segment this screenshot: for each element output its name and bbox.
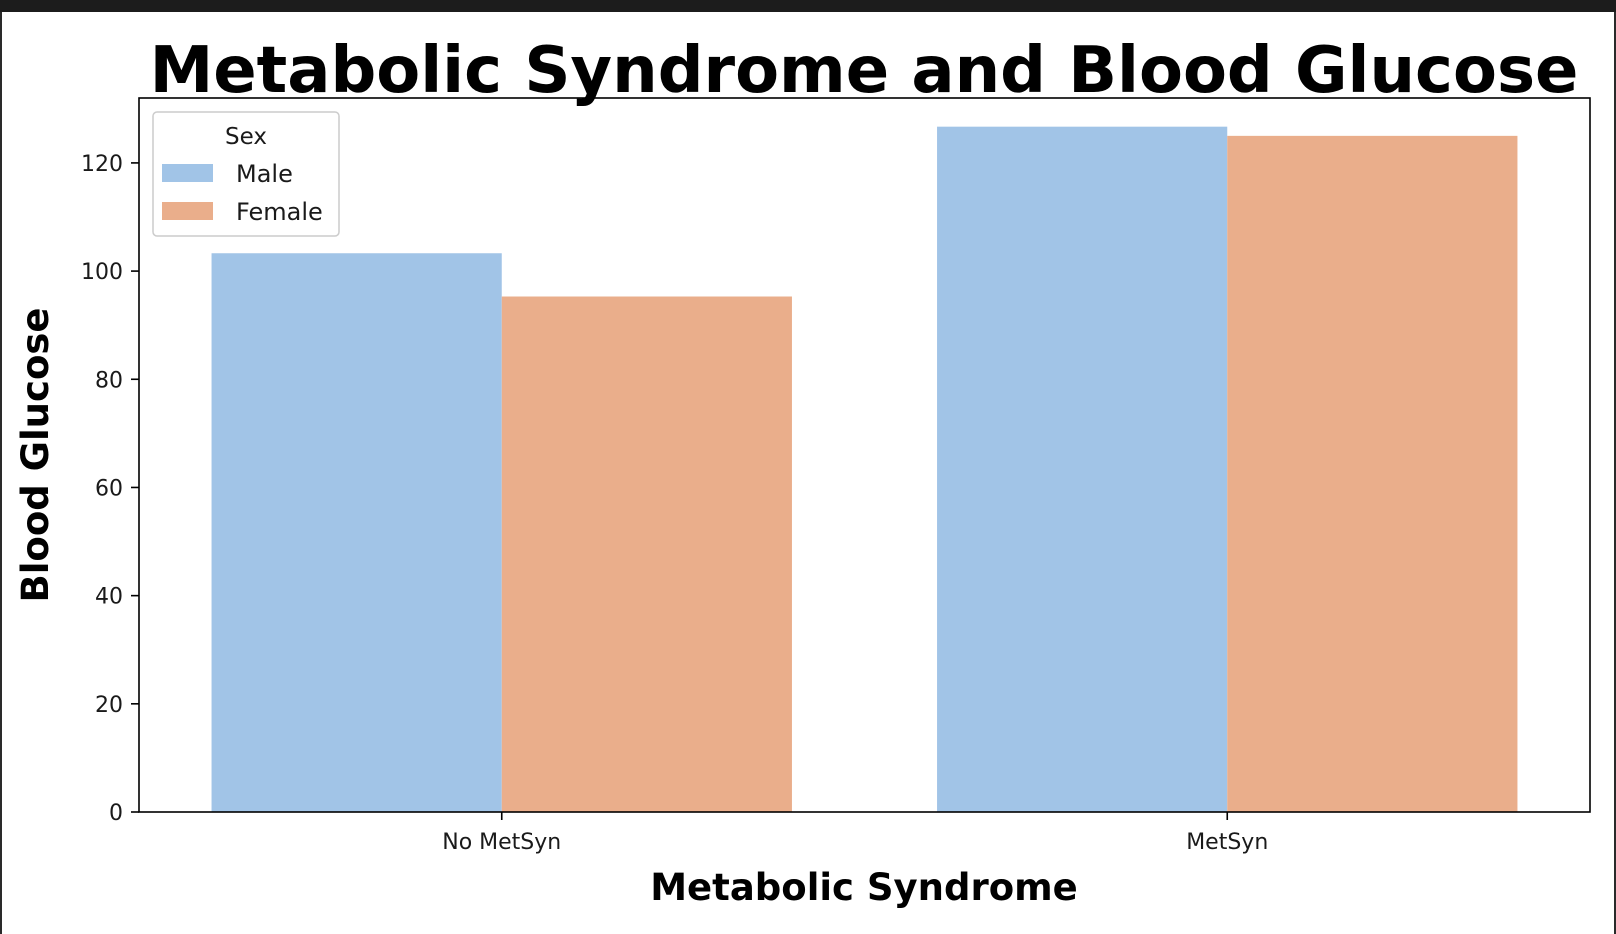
- chart-figure: Metabolic Syndrome and Blood Glucose 0 20…: [0, 12, 1616, 934]
- bar-no-metsyn-female: [501, 296, 792, 812]
- y-tick-label: 120: [81, 152, 123, 177]
- legend: Sex Male Female: [152, 111, 340, 237]
- legend-swatch-male: [162, 164, 213, 182]
- y-tick-label: 40: [95, 585, 123, 610]
- y-tick-label: 0: [109, 801, 123, 826]
- y-tick-label: 20: [95, 693, 123, 718]
- bar-metsyn-male: [937, 126, 1228, 813]
- chart-title: Metabolic Syndrome and Blood Glucose: [150, 34, 1579, 108]
- y-tick-label: 60: [95, 476, 123, 501]
- x-tick-label-no-metsyn: No MetSyn: [442, 830, 561, 855]
- y-axis-title: Blood Glucose: [14, 308, 57, 603]
- bar-no-metsyn-male: [211, 253, 502, 813]
- legend-title: Sex: [225, 124, 267, 150]
- y-tick-label: 100: [81, 260, 123, 285]
- y-tick-label: 80: [95, 368, 123, 393]
- legend-swatch-female: [162, 202, 213, 220]
- legend-label-male: Male: [236, 160, 293, 188]
- bar-metsyn-female: [1227, 135, 1518, 813]
- x-axis-title: Metabolic Syndrome: [650, 866, 1078, 909]
- x-tick-label-metsyn: MetSyn: [1186, 830, 1268, 855]
- bars-layer: [211, 126, 1518, 813]
- legend-label-female: Female: [236, 198, 323, 226]
- x-axis: No MetSyn MetSyn: [442, 812, 1268, 855]
- plot-frame: [138, 97, 1591, 813]
- bar-chart: Metabolic Syndrome and Blood Glucose 0 20…: [14, 34, 1591, 909]
- y-axis: 0 20 40 60 80 100 120: [81, 152, 139, 826]
